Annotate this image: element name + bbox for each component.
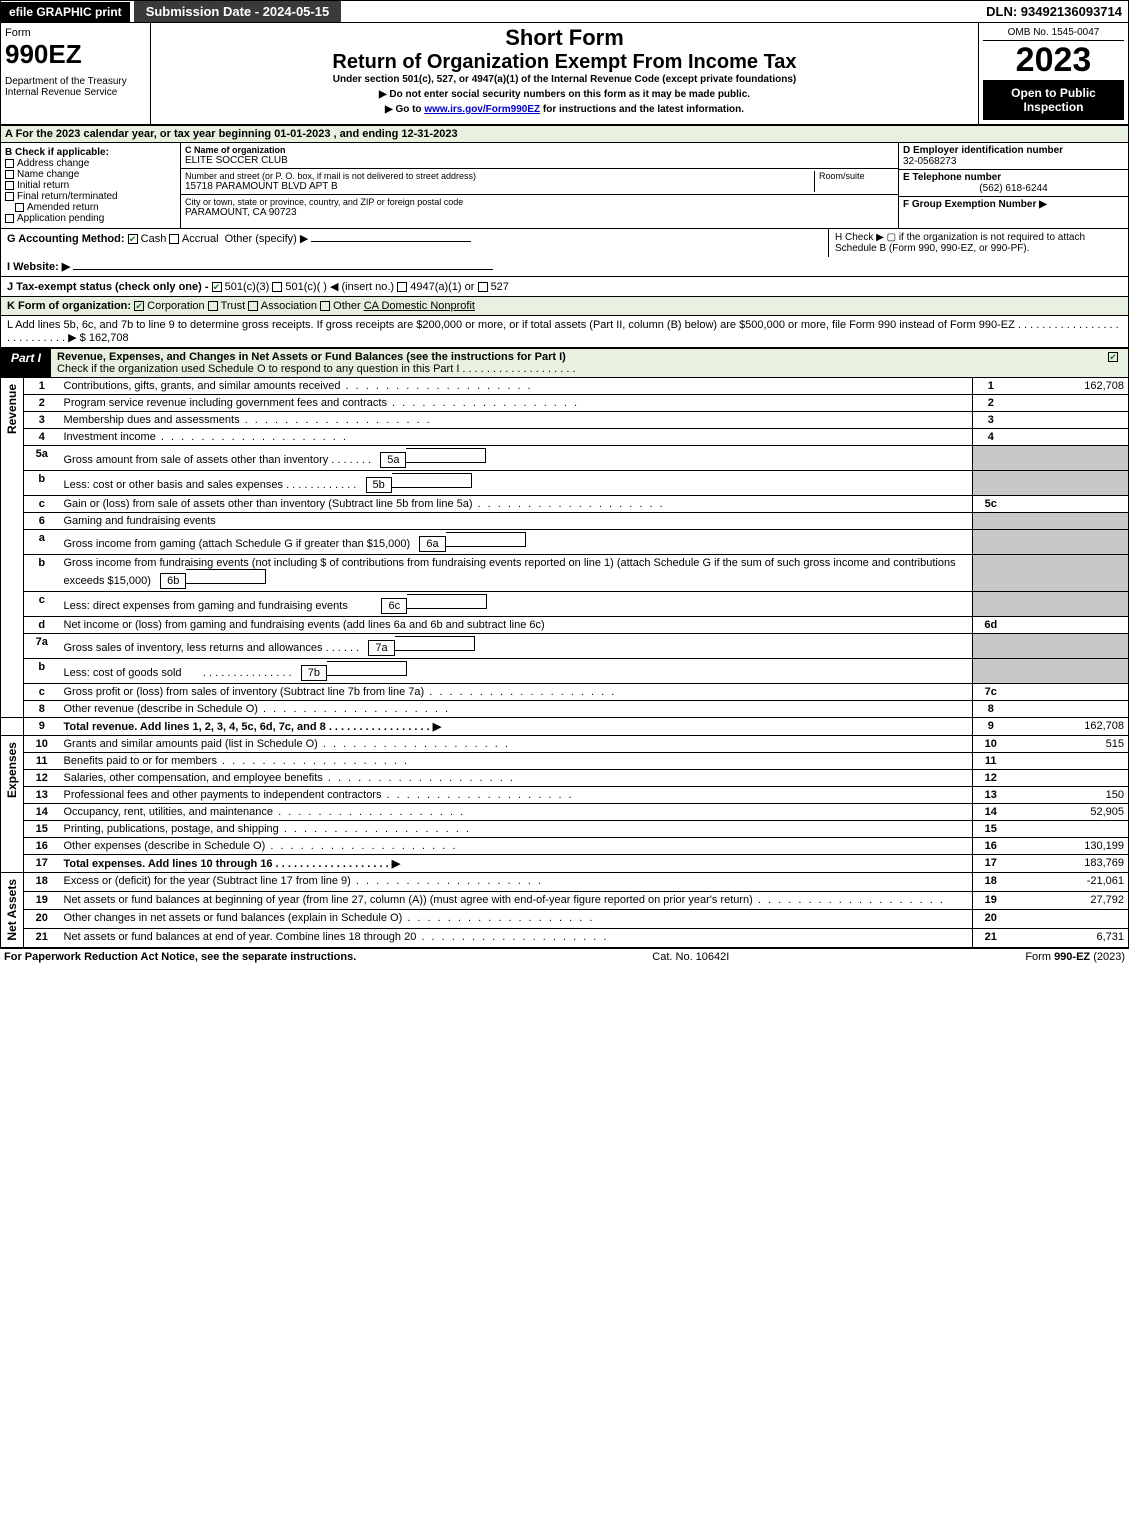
line-17-amt: 183,769	[1009, 855, 1129, 873]
checkbox-schedule-o[interactable]	[1108, 352, 1118, 362]
section-j: J Tax-exempt status (check only one) - 5…	[0, 277, 1129, 297]
section-a: A For the 2023 calendar year, or tax yea…	[0, 125, 1129, 143]
footer-form: Form 990-EZ (2023)	[1025, 951, 1125, 963]
sidebar-net-assets: Net Assets	[5, 875, 19, 945]
section-k: K Form of organization: Corporation Trus…	[0, 297, 1129, 316]
checkbox-address-change[interactable]	[5, 159, 14, 168]
dept-label: Department of the Treasury	[5, 76, 146, 87]
top-bar: efile GRAPHIC print Submission Date - 20…	[0, 0, 1129, 23]
other-org-value: CA Domestic Nonprofit	[364, 300, 475, 312]
checkbox-app-pending[interactable]	[5, 214, 14, 223]
checkbox-corp[interactable]	[134, 301, 144, 311]
checkbox-initial-return[interactable]	[5, 181, 14, 190]
website-input[interactable]	[73, 269, 493, 270]
sidebar-revenue: Revenue	[5, 380, 19, 438]
checkbox-accrual[interactable]	[169, 234, 179, 244]
checkbox-trust[interactable]	[208, 301, 218, 311]
checkbox-4947[interactable]	[397, 282, 407, 292]
checkbox-501c3[interactable]	[212, 282, 222, 292]
form-word: Form	[5, 27, 146, 39]
org-city: PARAMOUNT, CA 90723	[185, 207, 894, 218]
checkbox-501c[interactable]	[272, 282, 282, 292]
irs-label: Internal Revenue Service	[5, 87, 146, 98]
ein-value: 32-0568273	[903, 156, 956, 167]
telephone-value: (562) 618-6244	[903, 183, 1124, 194]
footer-cat: Cat. No. 10642I	[652, 951, 729, 963]
checkbox-amended[interactable]	[15, 203, 24, 212]
checkbox-final-return[interactable]	[5, 192, 14, 201]
checkbox-other-org[interactable]	[320, 301, 330, 311]
irs-link[interactable]: www.irs.gov/Form990EZ	[424, 104, 540, 115]
form-header: Form 990EZ Department of the Treasury In…	[0, 23, 1129, 125]
line-21-amt: 6,731	[1009, 928, 1129, 947]
ssn-warning: ▶ Do not enter social security numbers o…	[155, 89, 974, 100]
section-bcdef: B Check if applicable: Address change Na…	[0, 143, 1129, 229]
section-h: H Check ▶ ▢ if the organization is not r…	[828, 229, 1128, 257]
org-name: ELITE SOCCER CLUB	[185, 155, 894, 166]
goto-line: ▶ Go to www.irs.gov/Form990EZ for instru…	[155, 104, 974, 115]
section-b-title: B Check if applicable:	[5, 147, 109, 158]
group-exemption-label: F Group Exemption Number ▶	[903, 199, 1047, 210]
tax-year: 2023	[983, 41, 1124, 80]
efile-print-button[interactable]: efile GRAPHIC print	[1, 2, 130, 22]
section-gh: G Accounting Method: Cash Accrual Other …	[0, 229, 1129, 277]
line-1-amt: 162,708	[1009, 378, 1129, 395]
part-i-header: Part I Revenue, Expenses, and Changes in…	[0, 348, 1129, 378]
section-l: L Add lines 5b, 6c, and 7b to line 9 to …	[0, 316, 1129, 348]
dln-label: DLN: 93492136093714	[986, 4, 1128, 19]
room-suite-label: Room/suite	[814, 171, 894, 192]
short-form-title: Short Form	[155, 25, 974, 51]
checkbox-name-change[interactable]	[5, 170, 14, 179]
checkbox-cash[interactable]	[128, 234, 138, 244]
omb-number: OMB No. 1545-0047	[983, 27, 1124, 41]
org-address: 15718 PARAMOUNT BLVD APT B	[185, 181, 814, 192]
submission-date-button[interactable]: Submission Date - 2024-05-15	[134, 1, 342, 22]
sidebar-expenses: Expenses	[5, 738, 19, 802]
lines-table: Revenue 1Contributions, gifts, grants, a…	[0, 378, 1129, 948]
page-footer: For Paperwork Reduction Act Notice, see …	[0, 948, 1129, 965]
checkbox-527[interactable]	[478, 282, 488, 292]
checkbox-assoc[interactable]	[248, 301, 258, 311]
gross-receipts-amount: 162,708	[89, 332, 129, 344]
form-number: 990EZ	[5, 39, 146, 70]
return-title: Return of Organization Exempt From Incom…	[155, 51, 974, 74]
footer-left: For Paperwork Reduction Act Notice, see …	[4, 951, 356, 963]
line-9-amt: 162,708	[1009, 718, 1129, 736]
open-public-box: Open to Public Inspection	[983, 80, 1124, 120]
under-section: Under section 501(c), 527, or 4947(a)(1)…	[155, 74, 974, 85]
